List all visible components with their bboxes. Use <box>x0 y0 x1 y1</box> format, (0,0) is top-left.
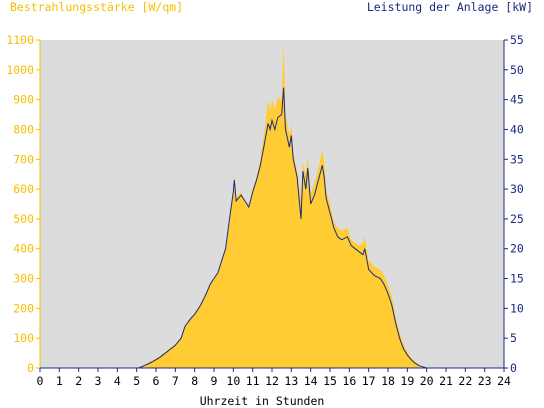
left-tick-label: 800 <box>13 122 34 136</box>
left-tick-label: 100 <box>13 331 34 345</box>
x-tick-label: 20 <box>420 374 434 388</box>
x-tick-label: 19 <box>400 374 414 388</box>
x-tick-label: 4 <box>114 374 121 388</box>
x-tick-label: 15 <box>323 374 337 388</box>
x-tick-label: 24 <box>497 374 511 388</box>
left-tick-label: 1100 <box>6 33 34 47</box>
x-tick-label: 21 <box>439 374 453 388</box>
left-tick-label: 600 <box>13 182 34 196</box>
x-tick-label: 6 <box>153 374 160 388</box>
left-axis-title: Bestrahlungsstärke [W/qm] <box>10 0 183 14</box>
right-tick-label: 25 <box>510 212 524 226</box>
x-tick-label: 3 <box>95 374 102 388</box>
right-tick-label: 35 <box>510 152 524 166</box>
right-tick-label: 10 <box>510 301 524 315</box>
right-tick-label: 55 <box>510 33 524 47</box>
x-tick-label: 10 <box>226 374 240 388</box>
x-tick-label: 0 <box>37 374 44 388</box>
left-tick-label: 700 <box>13 152 34 166</box>
right-axis-title: Leistung der Anlage [kW] <box>367 0 533 14</box>
right-tick-label: 30 <box>510 182 524 196</box>
x-tick-label: 17 <box>362 374 376 388</box>
x-tick-label: 14 <box>304 374 318 388</box>
x-tick-label: 8 <box>191 374 198 388</box>
x-tick-label: 16 <box>342 374 356 388</box>
left-tick-label: 400 <box>13 242 34 256</box>
x-tick-label: 9 <box>211 374 218 388</box>
right-tick-label: 50 <box>510 63 524 77</box>
right-tick-label: 15 <box>510 272 524 286</box>
right-tick-label: 45 <box>510 93 524 107</box>
right-tick-label: 5 <box>510 331 517 345</box>
x-axis-title: Uhrzeit in Stunden <box>200 394 325 408</box>
x-tick-label: 18 <box>381 374 395 388</box>
right-tick-label: 0 <box>510 361 517 375</box>
x-tick-label: 12 <box>265 374 279 388</box>
x-tick-label: 22 <box>458 374 472 388</box>
x-tick-label: 23 <box>478 374 492 388</box>
right-tick-label: 40 <box>510 122 524 136</box>
axis-layer: 0100200300400500600700800900100011000510… <box>6 33 524 388</box>
x-tick-label: 11 <box>246 374 260 388</box>
x-tick-label: 13 <box>284 374 298 388</box>
left-tick-label: 500 <box>13 212 34 226</box>
x-tick-label: 5 <box>133 374 140 388</box>
series-layer <box>40 40 504 369</box>
right-tick-label: 20 <box>510 242 524 256</box>
left-tick-label: 1000 <box>6 63 34 77</box>
power-line <box>40 87 504 369</box>
left-tick-label: 300 <box>13 272 34 286</box>
left-tick-label: 900 <box>13 93 34 107</box>
irradiance-area <box>40 40 504 368</box>
left-tick-label: 0 <box>27 361 34 375</box>
x-tick-label: 7 <box>172 374 179 388</box>
x-tick-label: 1 <box>56 374 63 388</box>
x-tick-label: 2 <box>75 374 82 388</box>
left-tick-label: 200 <box>13 301 34 315</box>
